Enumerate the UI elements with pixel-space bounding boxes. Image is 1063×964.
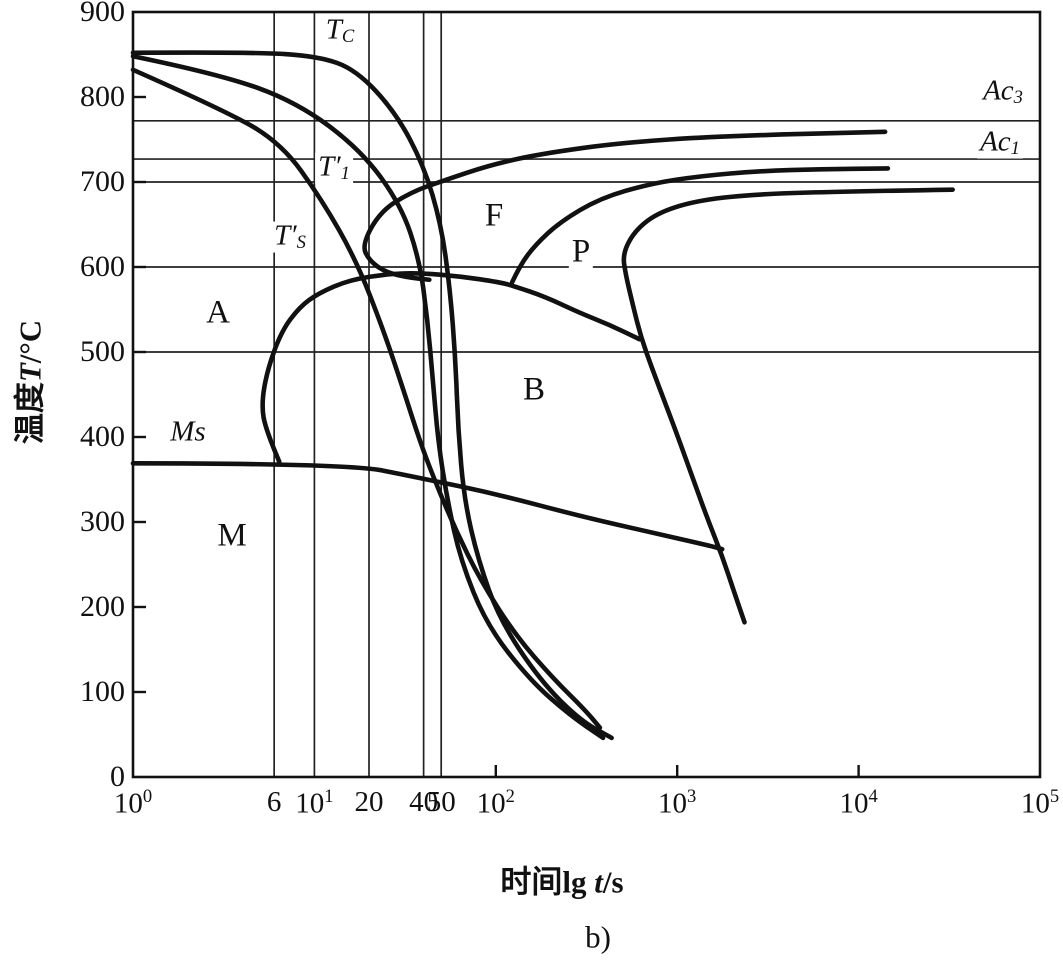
x-tick-label-1: 100	[114, 786, 152, 821]
x-tick-label-20: 20	[354, 786, 384, 818]
curve-ferrite-start	[362, 129, 888, 283]
x-tick-label-10000: 104	[839, 786, 877, 821]
x-axis-title: 时间lg t/s	[497, 867, 626, 898]
curve-transformation-start-arc	[260, 270, 642, 464]
ac3-subscript: 3	[1013, 86, 1023, 108]
ts-prime: ′	[290, 219, 297, 252]
x-tick-label-1000: 103	[658, 786, 696, 821]
plot-border	[131, 10, 1042, 779]
y-tick-label-800: 800	[80, 80, 125, 113]
x-tick-base: 10	[295, 787, 325, 820]
ts-symbol: T	[274, 219, 291, 252]
x-tick-base: 10	[658, 787, 688, 820]
ac1-line-label: Ac1	[977, 125, 1023, 159]
y-tick-label-300: 300	[80, 505, 125, 538]
y-tick-label-500: 500	[80, 335, 125, 368]
tc-subscript: C	[341, 25, 355, 47]
y-title-text: 温度	[12, 382, 48, 445]
ms-line-label: Ms	[167, 417, 209, 447]
x-tick-base: 10	[839, 787, 869, 820]
x-tick-exponent: 5	[1049, 786, 1060, 807]
ac1-subscript: 1	[1010, 137, 1020, 159]
x-tick-label-6: 6	[266, 786, 282, 818]
x-tick-exponent: 2	[505, 786, 515, 807]
curve-pearlite-start	[509, 166, 891, 285]
ac1-symbol: Ac	[980, 125, 1011, 158]
region-label-ferrite: F	[481, 199, 507, 233]
ac3-symbol: Ac	[983, 74, 1014, 107]
ac3-line-label: Ac3	[980, 74, 1026, 108]
y-title-unit: /°C	[12, 319, 48, 364]
x-tick-base: 10	[476, 787, 506, 820]
x-tick-base: 10	[1020, 787, 1050, 820]
subfigure-caption: b)	[582, 921, 614, 953]
y-tick-label-200: 200	[80, 590, 125, 623]
x-tick-base: 10	[113, 787, 143, 820]
y-title-variable: T	[12, 363, 48, 383]
tc-symbol: T	[325, 13, 342, 46]
x-tick-exponent: 1	[324, 786, 334, 807]
y-tick-label-400: 400	[80, 420, 125, 453]
x-tick-exponent: 0	[142, 786, 153, 807]
t1-prime: ′	[334, 150, 341, 183]
curve-cooling-curve-Ts	[130, 67, 603, 730]
x-tick-label-50: 50	[426, 786, 456, 818]
t1-subscript: 1	[340, 162, 350, 184]
y-tick-label-100: 100	[80, 675, 125, 708]
cooling-curve-t1-label: T′1	[315, 150, 353, 184]
x-tick-label-40: 40	[409, 786, 439, 818]
region-label-austenite: A	[203, 296, 233, 330]
y-tick-label-900: 900	[80, 0, 125, 28]
curve-cooling-curve-Tc	[130, 50, 614, 741]
x-tick-label-100: 102	[477, 786, 515, 821]
y-axis-title: 温度T/°C	[12, 317, 48, 447]
t1-symbol: T	[318, 150, 335, 183]
x-title-unit: /s	[602, 864, 624, 900]
cooling-curve-ts-label: T′S	[271, 219, 309, 253]
x-tick-label-100000: 105	[1021, 786, 1059, 821]
curve-cooling-curve-T1	[130, 53, 606, 741]
region-label-martensite: M	[214, 519, 250, 553]
y-tick-label-700: 700	[80, 165, 125, 198]
x-title-variable: t	[594, 864, 603, 900]
x-tick-label-10: 101	[295, 786, 333, 821]
curve-pearlite-finish	[621, 187, 955, 625]
curve-Ms-line	[130, 461, 725, 552]
ts-subscript: S	[296, 231, 306, 253]
cooling-curve-tc-label: TC	[322, 13, 358, 47]
x-tick-exponent: 4	[868, 786, 878, 807]
y-tick-label-600: 600	[80, 250, 125, 283]
region-label-bainite: B	[519, 373, 549, 407]
y-tick-label-0: 0	[110, 760, 125, 793]
x-tick-exponent: 3	[687, 786, 697, 807]
x-title-text: 时间lg	[500, 864, 595, 900]
region-label-pearlite: P	[568, 235, 594, 269]
